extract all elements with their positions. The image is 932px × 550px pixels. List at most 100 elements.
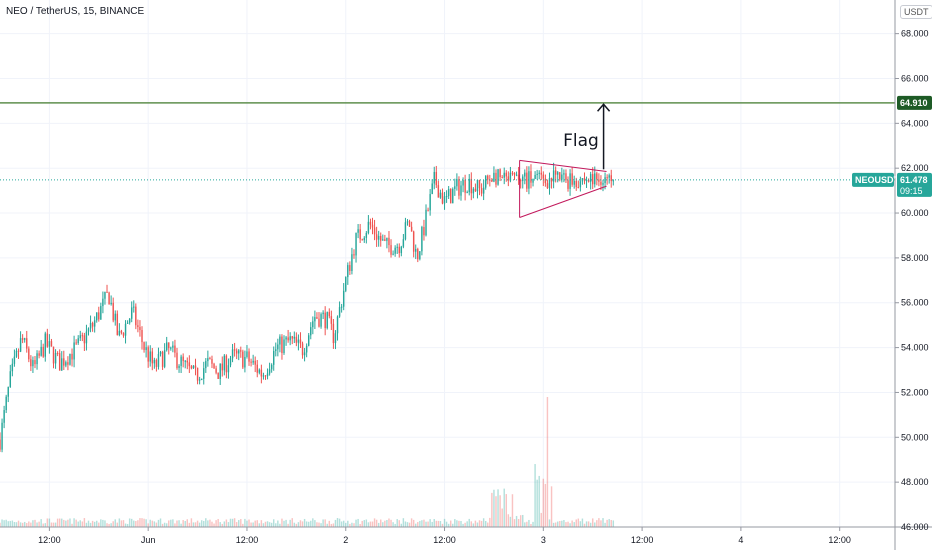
- volume-bar: [497, 489, 499, 527]
- flag-upper-line[interactable]: [519, 159, 607, 173]
- volume-bar: [9, 520, 12, 527]
- volume-bar: [591, 518, 594, 527]
- candle-body: [575, 180, 577, 187]
- candle-body: [21, 338, 24, 340]
- candle-body: [106, 291, 108, 293]
- volume-bar: [610, 519, 612, 527]
- volume-bar: [63, 519, 65, 527]
- candle-body: [571, 173, 573, 185]
- volume-bar: [359, 523, 361, 527]
- candle-body: [596, 173, 598, 180]
- candle-body: [192, 365, 195, 369]
- volume-bar: [476, 522, 479, 527]
- volume-bar: [227, 522, 230, 527]
- volume-bar: [505, 494, 507, 527]
- candle-body: [180, 356, 182, 366]
- flag-lower-line[interactable]: [519, 185, 607, 218]
- candle-body: [44, 333, 46, 357]
- candle-body: [394, 247, 396, 254]
- candle-body: [157, 354, 160, 367]
- volume-bar: [443, 518, 446, 527]
- volume-bar: [194, 522, 197, 527]
- volume-bar: [196, 520, 199, 527]
- candle-body: [275, 349, 277, 352]
- price-tick-label: 66.000: [901, 73, 929, 83]
- time-tick-label: 12:00: [236, 535, 259, 545]
- candle-body: [493, 172, 495, 182]
- candle-body: [458, 179, 460, 196]
- candle-body: [598, 179, 600, 182]
- candle-body: [544, 178, 547, 184]
- candle-body: [221, 363, 223, 371]
- candle-body: [246, 351, 248, 357]
- volume-bar: [567, 521, 569, 527]
- candle-body: [460, 185, 462, 196]
- candle-body: [478, 180, 481, 189]
- volume-bar: [190, 518, 193, 527]
- candle-body: [552, 170, 555, 182]
- volume-bar: [34, 519, 36, 527]
- candle-body: [569, 173, 571, 189]
- level-price-tag: 64.910: [897, 95, 932, 110]
- volume-bar: [291, 518, 293, 527]
- candle-body: [207, 358, 209, 362]
- candle-body: [147, 347, 149, 362]
- volume-bar: [470, 521, 473, 527]
- volume-bar: [606, 519, 608, 527]
- volume-bar: [546, 397, 549, 527]
- candle-body: [279, 336, 281, 345]
- volume-bar: [472, 523, 475, 527]
- candle-body: [377, 235, 380, 240]
- candle-body: [470, 178, 473, 194]
- candle-body: [519, 180, 522, 182]
- volume-bar: [524, 522, 526, 527]
- candle-body: [445, 196, 448, 198]
- candle-body: [128, 318, 131, 323]
- volume-bar: [198, 522, 201, 527]
- volume-bar: [456, 520, 458, 527]
- volume-bar: [380, 519, 382, 527]
- volume-bar: [336, 518, 339, 527]
- volume-bar: [67, 519, 69, 527]
- currency-unit-button[interactable]: USDT: [900, 5, 932, 19]
- candle-body: [186, 360, 189, 363]
- volume-bar: [511, 494, 514, 527]
- volume-bar: [371, 521, 374, 527]
- candle-body: [285, 337, 287, 340]
- volume-bar: [437, 520, 440, 527]
- volume-bar: [608, 519, 610, 527]
- time-tick-label: 4: [738, 535, 743, 545]
- candle-body: [133, 306, 135, 308]
- price-axis[interactable]: 46.000 48.000 50.000 52.000 54.000 56.000 58.0…: [895, 29, 929, 532]
- candle-body: [266, 373, 269, 377]
- flag-pattern[interactable]: Flag: [519, 103, 611, 218]
- candle-body: [184, 360, 186, 362]
- volume-bar: [1, 519, 3, 527]
- volume-bar: [153, 521, 156, 527]
- volume-bar: [480, 520, 483, 527]
- candle-body: [353, 254, 355, 256]
- volume-bar: [347, 520, 349, 527]
- time-axis[interactable]: 12:00 Jun 12:00 2 12:00 3 12:00 4 12:00: [38, 527, 851, 545]
- volume-bar: [561, 520, 563, 527]
- volume-bar: [165, 523, 168, 527]
- volume-bar: [522, 514, 524, 527]
- candle-body: [96, 312, 98, 321]
- candle-body: [137, 325, 139, 328]
- candle-body: [456, 179, 458, 187]
- candle-body: [81, 335, 84, 337]
- volume-bar: [151, 520, 154, 527]
- candle-body: [530, 171, 532, 183]
- volume-bar: [345, 522, 347, 527]
- volume-bar: [357, 518, 359, 527]
- candle-body: [412, 231, 415, 252]
- volume-bar: [110, 523, 112, 527]
- candle-body: [375, 234, 378, 240]
- candle-body: [7, 386, 9, 397]
- volume-bar: [310, 520, 312, 527]
- volume-bar: [87, 520, 90, 527]
- volume-bar: [15, 522, 18, 527]
- candle-body: [526, 172, 528, 189]
- volume-bar: [96, 520, 98, 527]
